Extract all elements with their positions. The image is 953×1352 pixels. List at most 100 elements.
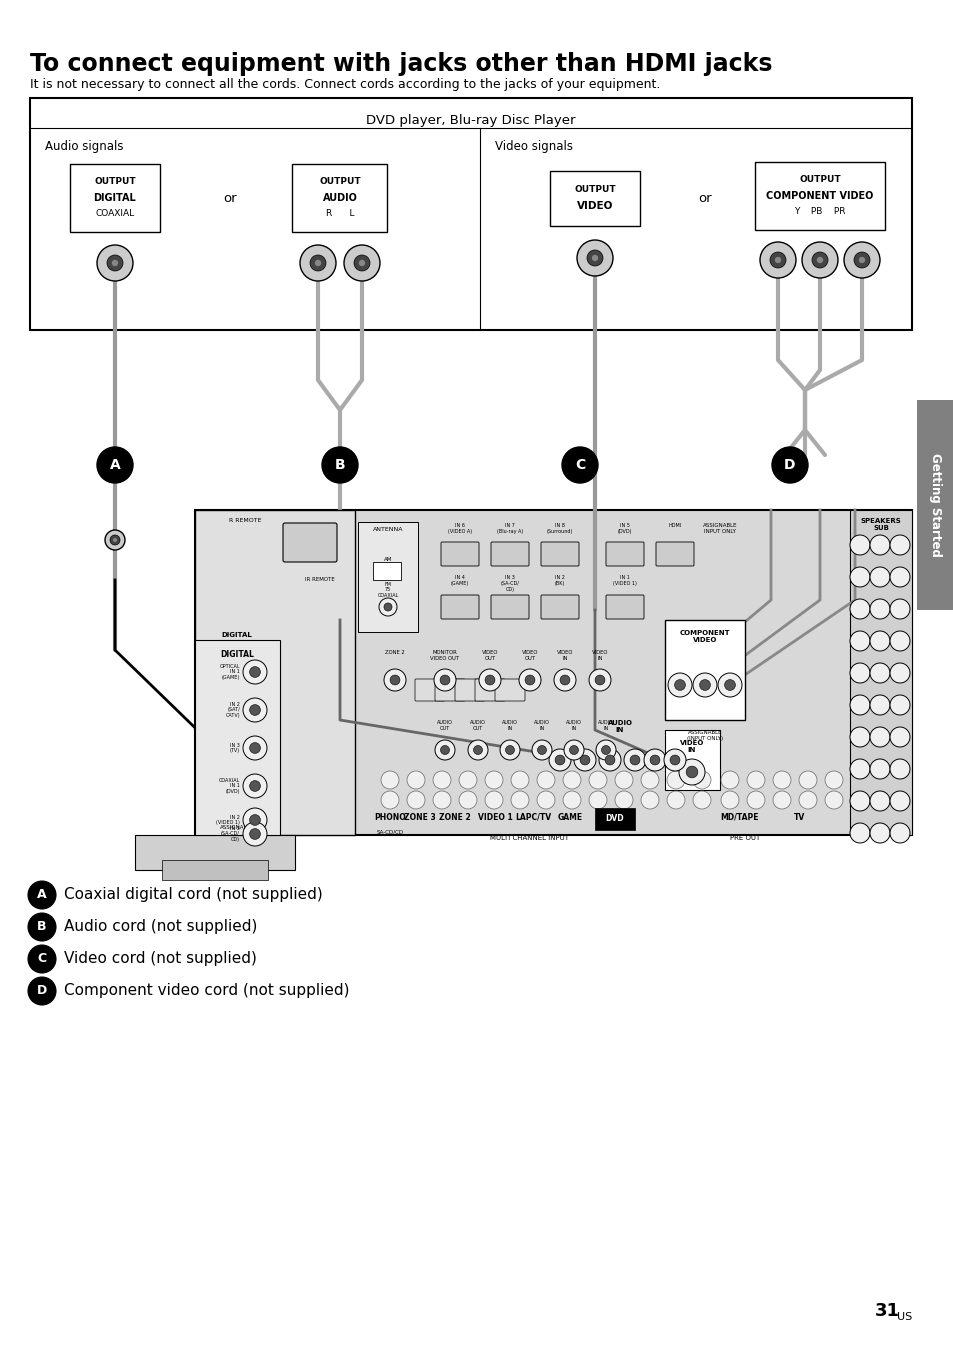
Circle shape bbox=[869, 823, 889, 844]
Circle shape bbox=[640, 771, 659, 790]
Circle shape bbox=[358, 260, 365, 266]
Circle shape bbox=[407, 791, 424, 808]
Text: VIDEO
OUT: VIDEO OUT bbox=[481, 650, 497, 661]
FancyBboxPatch shape bbox=[440, 595, 478, 619]
Text: Video cord (not supplied): Video cord (not supplied) bbox=[64, 952, 256, 967]
Circle shape bbox=[869, 695, 889, 715]
Circle shape bbox=[869, 631, 889, 652]
Circle shape bbox=[615, 771, 633, 790]
Text: R      L: R L bbox=[325, 210, 354, 219]
Circle shape bbox=[537, 745, 546, 754]
Text: D: D bbox=[37, 984, 47, 998]
Bar bbox=[161, 860, 268, 880]
Circle shape bbox=[433, 791, 451, 808]
Circle shape bbox=[110, 535, 120, 545]
Circle shape bbox=[407, 771, 424, 790]
FancyBboxPatch shape bbox=[415, 679, 444, 700]
Bar bbox=[550, 170, 639, 226]
Circle shape bbox=[685, 767, 697, 777]
Circle shape bbox=[595, 675, 604, 685]
Circle shape bbox=[679, 758, 704, 786]
Text: R REMOTE: R REMOTE bbox=[229, 518, 261, 523]
Text: VIDEO
OUT: VIDEO OUT bbox=[521, 650, 537, 661]
Text: IN 3
(SA-CD/
CD): IN 3 (SA-CD/ CD) bbox=[221, 826, 240, 842]
Circle shape bbox=[380, 791, 398, 808]
Text: D: D bbox=[783, 458, 795, 472]
Circle shape bbox=[322, 448, 357, 483]
Circle shape bbox=[669, 754, 679, 765]
Circle shape bbox=[97, 448, 132, 483]
FancyBboxPatch shape bbox=[605, 542, 643, 566]
Circle shape bbox=[440, 745, 449, 754]
Circle shape bbox=[107, 256, 123, 270]
Circle shape bbox=[801, 242, 837, 279]
Circle shape bbox=[243, 698, 267, 722]
Bar bbox=[293, 164, 387, 233]
Text: DIGITAL: DIGITAL bbox=[93, 193, 136, 203]
Text: VIDEO: VIDEO bbox=[577, 201, 613, 211]
Text: AUDIO
IN: AUDIO IN bbox=[598, 721, 614, 731]
Text: FM
75
COAXIAL: FM 75 COAXIAL bbox=[377, 581, 398, 599]
FancyBboxPatch shape bbox=[540, 542, 578, 566]
Circle shape bbox=[28, 882, 56, 909]
Circle shape bbox=[667, 673, 691, 698]
Circle shape bbox=[243, 660, 267, 684]
Text: SA-CD/CD: SA-CD/CD bbox=[376, 830, 403, 836]
Text: VIDEO
IN: VIDEO IN bbox=[557, 650, 573, 661]
FancyBboxPatch shape bbox=[440, 542, 478, 566]
Circle shape bbox=[760, 242, 795, 279]
Circle shape bbox=[434, 669, 456, 691]
Circle shape bbox=[869, 791, 889, 811]
Text: AUDIO
IN: AUDIO IN bbox=[565, 721, 581, 731]
Circle shape bbox=[433, 771, 451, 790]
Circle shape bbox=[524, 675, 535, 685]
Text: VIDEO
IN: VIDEO IN bbox=[679, 740, 703, 753]
Text: OUTPUT: OUTPUT bbox=[574, 185, 616, 195]
Text: AUDIO
OUT: AUDIO OUT bbox=[470, 721, 485, 731]
Text: IR REMOTE: IR REMOTE bbox=[305, 577, 335, 583]
Bar bbox=[70, 164, 160, 233]
Circle shape bbox=[562, 791, 580, 808]
Text: Y    PB    PR: Y PB PR bbox=[794, 207, 845, 216]
Circle shape bbox=[849, 662, 869, 683]
Text: AUDIO
OUT: AUDIO OUT bbox=[436, 721, 453, 731]
Text: AUDIO
IN: AUDIO IN bbox=[534, 721, 549, 731]
Circle shape bbox=[562, 771, 580, 790]
Circle shape bbox=[720, 771, 739, 790]
Text: PHONO: PHONO bbox=[374, 813, 405, 822]
Bar bbox=[30, 97, 911, 330]
Bar bbox=[754, 162, 884, 230]
Circle shape bbox=[484, 675, 495, 685]
Circle shape bbox=[692, 791, 710, 808]
Bar bbox=[135, 836, 294, 869]
Circle shape bbox=[250, 667, 260, 677]
Circle shape bbox=[774, 257, 781, 264]
Circle shape bbox=[889, 727, 909, 748]
Circle shape bbox=[105, 530, 125, 550]
Circle shape bbox=[299, 245, 335, 281]
Circle shape bbox=[458, 791, 476, 808]
Circle shape bbox=[799, 771, 816, 790]
Circle shape bbox=[692, 673, 717, 698]
Circle shape bbox=[511, 791, 529, 808]
Circle shape bbox=[869, 758, 889, 779]
Circle shape bbox=[869, 599, 889, 619]
Circle shape bbox=[574, 749, 596, 771]
Circle shape bbox=[473, 745, 482, 754]
Circle shape bbox=[663, 749, 685, 771]
Text: DVD: DVD bbox=[600, 813, 618, 822]
Circle shape bbox=[849, 758, 869, 779]
Circle shape bbox=[390, 675, 399, 685]
Circle shape bbox=[588, 771, 606, 790]
Text: MONITOR
VIDEO OUT: MONITOR VIDEO OUT bbox=[430, 650, 459, 661]
Text: ASSIGNABLE
(INPUT ONLY): ASSIGNABLE (INPUT ONLY) bbox=[686, 730, 722, 741]
Circle shape bbox=[586, 250, 602, 266]
Circle shape bbox=[468, 740, 488, 760]
Bar bbox=[916, 400, 953, 610]
Circle shape bbox=[577, 241, 613, 276]
Text: IN 3
(SA-CD/
CD): IN 3 (SA-CD/ CD) bbox=[500, 575, 518, 592]
FancyBboxPatch shape bbox=[435, 679, 464, 700]
Circle shape bbox=[604, 754, 615, 765]
Circle shape bbox=[849, 791, 869, 811]
Bar bbox=[194, 510, 911, 836]
